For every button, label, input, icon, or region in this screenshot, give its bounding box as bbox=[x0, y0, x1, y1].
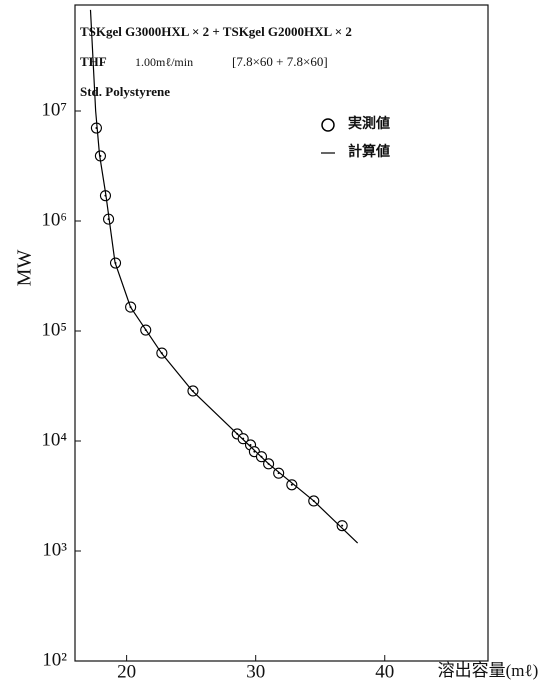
annotation: [7.8×60 + 7.8×60] bbox=[232, 54, 328, 69]
y-tick-label: 10⁴ bbox=[41, 429, 67, 450]
annotation: TSKgel G3000HXL × 2 + TSKgel G2000HXL × … bbox=[80, 24, 352, 39]
point-center bbox=[290, 483, 293, 486]
y-tick-label: 10² bbox=[42, 649, 67, 670]
x-tick-label: 40 bbox=[375, 661, 394, 682]
x-tick-label: 30 bbox=[246, 661, 265, 682]
y-tick-label: 10⁶ bbox=[41, 209, 67, 230]
y-axis-label: MW bbox=[14, 250, 36, 287]
plot-frame bbox=[74, 4, 489, 662]
y-tick-label: 10⁷ bbox=[41, 99, 67, 120]
x-tick-label: 20 bbox=[117, 661, 136, 682]
point-center bbox=[341, 524, 344, 527]
y-tick-label: 10⁵ bbox=[41, 319, 67, 340]
annotation: Std. Polystyrene bbox=[80, 84, 170, 99]
annotation: 1.00mℓ/min bbox=[135, 55, 193, 69]
legend-symbol bbox=[321, 118, 335, 132]
x-axis-label: 溶出容量(mℓ) bbox=[438, 661, 539, 680]
legend-label: 計算値 bbox=[348, 143, 390, 160]
line bbox=[89, 9, 359, 544]
y-tick-label: 10³ bbox=[42, 539, 67, 560]
legend-label: 実測値 bbox=[348, 115, 390, 132]
